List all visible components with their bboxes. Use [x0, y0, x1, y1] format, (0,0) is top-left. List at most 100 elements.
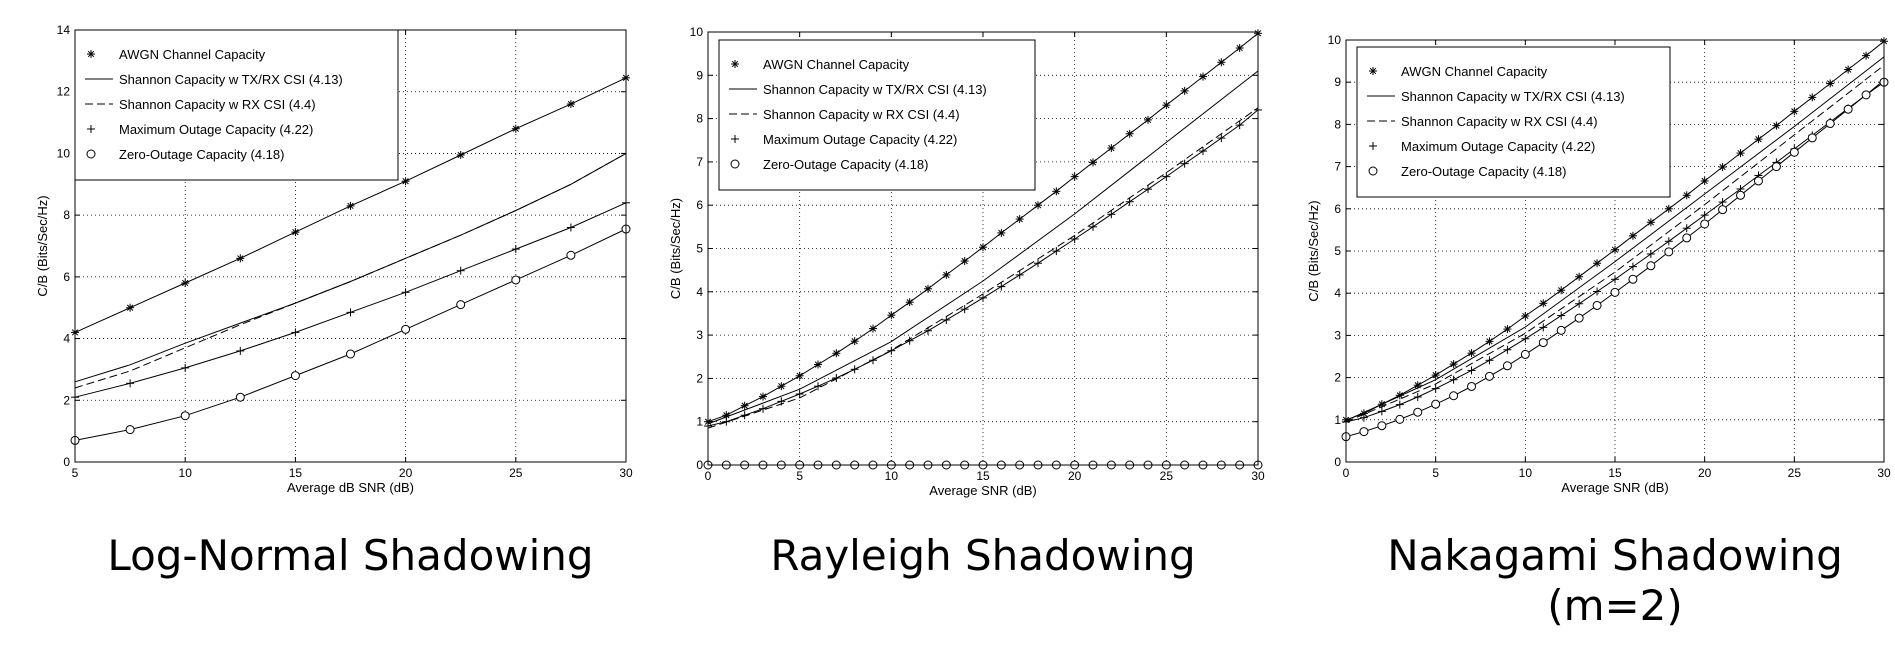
data-point — [1575, 299, 1584, 308]
data-point — [1235, 121, 1244, 130]
x-tick-label: 10 — [179, 466, 193, 480]
legend-box — [74, 29, 399, 181]
data-point — [1034, 259, 1042, 268]
data-point — [1034, 201, 1042, 210]
data-point — [777, 382, 786, 391]
data-point — [905, 298, 914, 307]
x-axis-label: Average SNR (dB) — [929, 483, 1036, 498]
data-point — [850, 365, 859, 374]
legend-label: Zero-Outage Capacity (4.18) — [763, 157, 928, 172]
data-point — [511, 275, 521, 285]
data-point — [290, 371, 300, 381]
series-shannon-capacity-w-tx-rx-csi-4-13 — [707, 70, 1259, 425]
y-tick-label: 2 — [1334, 371, 1341, 385]
y-tick-label: 0 — [696, 458, 703, 472]
data-point — [401, 324, 411, 334]
legend-marker — [731, 135, 739, 143]
x-axis-label: Average SNR (dB) — [1561, 480, 1668, 495]
data-point — [1646, 218, 1655, 227]
axes-frame — [707, 31, 1259, 466]
y-tick-label: 4 — [696, 285, 703, 299]
data-point — [1070, 234, 1079, 243]
data-point — [511, 245, 520, 254]
legend-label: AWGN Channel Capacity — [763, 57, 910, 72]
data-point — [1052, 247, 1061, 256]
y-tick-label: 12 — [57, 85, 71, 99]
data-point — [1771, 162, 1781, 172]
x-tick-label: 15 — [976, 469, 990, 483]
x-tick-label: 10 — [885, 469, 899, 483]
y-tick-label: 8 — [63, 208, 70, 222]
data-point — [1718, 198, 1727, 207]
legend: AWGN Channel Capacity Shannon Capacity w … — [718, 39, 1036, 191]
data-point — [740, 401, 749, 410]
data-point — [1556, 325, 1566, 335]
data-point — [1431, 384, 1440, 393]
data-point — [1700, 211, 1709, 220]
x-tick-label: 15 — [1608, 466, 1622, 480]
x-tick-label: 30 — [619, 466, 633, 480]
data-point — [1664, 247, 1674, 257]
legend-label: Maximum Outage Capacity (4.22) — [1401, 139, 1595, 154]
data-point — [1395, 400, 1404, 409]
y-tick-label: 6 — [696, 198, 703, 212]
data-point — [979, 243, 987, 252]
series-awgn-channel-capacity — [71, 73, 630, 337]
legend-entry: Shannon Capacity w TX/RX CSI (4.13) — [1367, 89, 1625, 104]
data-point — [1162, 101, 1171, 110]
legend-label: AWGN Channel Capacity — [1401, 64, 1548, 79]
y-tick-label: 9 — [1334, 75, 1341, 89]
legend-entry: Shannon Capacity w TX/RX CSI (4.13) — [85, 72, 343, 87]
data-point — [1070, 172, 1079, 181]
data-point — [1107, 144, 1116, 153]
series-line — [1345, 64, 1885, 423]
data-point — [1431, 399, 1441, 409]
data-point — [566, 223, 575, 232]
data-point — [1217, 134, 1226, 143]
data-point — [1700, 176, 1709, 185]
series-zero-outage-capacity-4-18 — [1341, 77, 1889, 442]
x-tick-label: 25 — [1788, 466, 1802, 480]
data-point — [125, 425, 135, 435]
data-point — [1502, 361, 1512, 371]
x-tick-label: 0 — [1343, 466, 1350, 480]
data-point — [942, 270, 951, 279]
data-point — [997, 228, 1006, 237]
data-point — [1664, 237, 1673, 246]
data-point — [1790, 107, 1799, 116]
data-point — [1089, 158, 1097, 167]
legend-label: Shannon Capacity w TX/RX CSI (4.13) — [1401, 89, 1625, 104]
data-point — [1807, 133, 1817, 143]
data-point — [1431, 371, 1440, 380]
data-point — [1449, 375, 1458, 384]
data-point — [997, 282, 1006, 291]
data-point — [1503, 345, 1512, 354]
data-point — [1485, 356, 1494, 365]
data-point — [401, 177, 410, 186]
data-point — [1377, 421, 1387, 431]
data-point — [1521, 334, 1530, 343]
data-point — [126, 303, 135, 312]
data-point — [1753, 176, 1763, 186]
data-point — [1538, 338, 1548, 348]
data-point — [1646, 249, 1655, 258]
data-point — [1125, 197, 1134, 206]
legend-marker — [1368, 166, 1378, 176]
data-point — [181, 363, 190, 372]
data-point — [1015, 270, 1024, 279]
series-awgn-channel-capacity — [1342, 37, 1888, 424]
data-point — [235, 392, 245, 402]
data-point — [905, 336, 914, 345]
y-tick-label: 4 — [1334, 286, 1341, 300]
series-line — [74, 152, 627, 389]
legend-label: Shannon Capacity w RX CSI (4.4) — [763, 107, 960, 122]
legend-label: Shannon Capacity w RX CSI (4.4) — [1401, 114, 1598, 129]
legend-marker — [86, 149, 96, 159]
data-point — [1485, 337, 1494, 346]
y-tick-label: 3 — [1334, 328, 1341, 342]
data-point — [1861, 90, 1871, 100]
data-point — [814, 360, 822, 369]
data-point — [832, 349, 841, 358]
data-point — [1395, 414, 1405, 424]
